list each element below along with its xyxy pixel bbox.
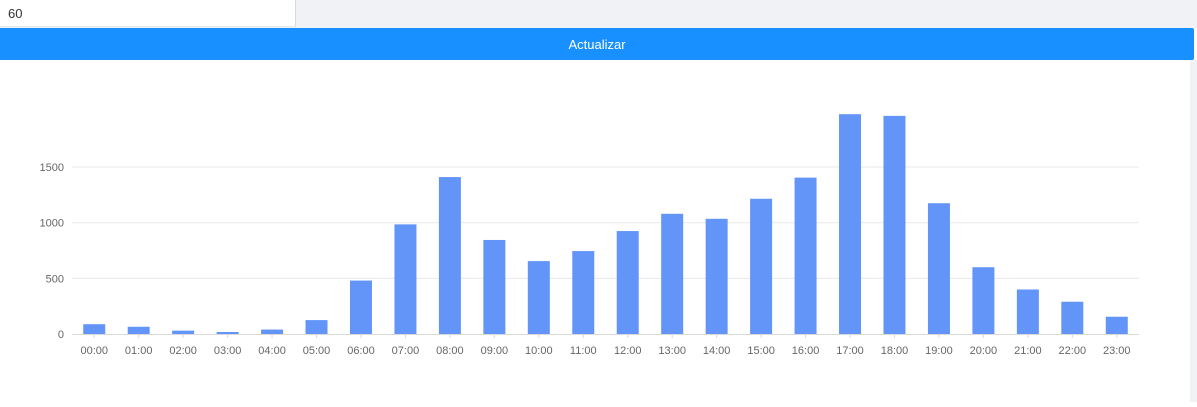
x-tick-label: 14:00	[703, 345, 731, 357]
bar-1400[interactable]	[705, 218, 728, 334]
x-tick-label: 09:00	[481, 345, 509, 357]
chart-svg: 0 500 1000 1500 00:00 01:00 02:00 03:00 04:00 05:…	[40, 114, 1139, 357]
bar-0300[interactable]	[216, 331, 239, 334]
bar-1600[interactable]	[794, 177, 817, 334]
x-tick-label: 18:00	[881, 345, 909, 357]
bar-2300[interactable]	[1105, 316, 1128, 334]
x-tick-label: 10:00	[525, 345, 553, 357]
bar-2100[interactable]	[1016, 289, 1039, 334]
x-tick-label: 20:00	[970, 345, 998, 357]
bar-1200[interactable]	[616, 231, 639, 334]
x-tick-label: 11:00	[570, 345, 597, 357]
update-button[interactable]: Actualizar	[0, 28, 1194, 60]
x-tick-label: 17:00	[836, 345, 864, 357]
bar-1500[interactable]	[750, 198, 773, 334]
y-tick-label: 1500	[40, 162, 64, 174]
bar-1900[interactable]	[927, 203, 950, 334]
x-tick-label: 08:00	[436, 345, 464, 357]
bar-0100[interactable]	[127, 326, 150, 334]
x-tick-label: 02:00	[169, 345, 197, 357]
scrollbar-track	[1190, 60, 1197, 402]
x-tick-label: 00:00	[80, 345, 108, 357]
x-tick-label: 15:00	[747, 345, 775, 357]
bar-1700[interactable]	[839, 114, 862, 334]
x-tick-label: 21:00	[1014, 345, 1042, 357]
x-tick-label: 19:00	[925, 345, 953, 357]
bar-1000[interactable]	[527, 261, 550, 334]
bar-1800[interactable]	[883, 115, 906, 334]
x-tick-label: 16:00	[792, 345, 820, 357]
chart-panel: 0 500 1000 1500 00:00 01:00 02:00 03:00 04:00 05:…	[0, 60, 1190, 402]
x-tick-label: 07:00	[392, 345, 420, 357]
y-tick-label: 0	[58, 329, 64, 341]
bar-2200[interactable]	[1061, 301, 1084, 334]
x-tick-label: 22:00	[1059, 345, 1087, 357]
x-tick-label: 23:00	[1103, 345, 1131, 357]
bar-0800[interactable]	[438, 177, 461, 334]
x-tick-label: 13:00	[658, 345, 686, 357]
bar-0700[interactable]	[394, 224, 417, 334]
x-tick-label: 06:00	[347, 345, 375, 357]
x-tick-label: 12:00	[614, 345, 642, 357]
bar-0400[interactable]	[261, 329, 284, 334]
bar-0600[interactable]	[349, 280, 372, 334]
bar-0900[interactable]	[483, 239, 506, 334]
bar-0000[interactable]	[83, 324, 106, 334]
y-tick-label: 1000	[40, 218, 64, 230]
bar-1300[interactable]	[661, 213, 684, 334]
bar-1100[interactable]	[572, 251, 595, 334]
x-tick-label: 03:00	[214, 345, 242, 357]
controls-bar	[0, 0, 1197, 28]
x-tick-label: 05:00	[303, 345, 331, 357]
bar-chart: 0 500 1000 1500 00:00 01:00 02:00 03:00 04:00 05:…	[0, 60, 1190, 407]
x-tick-label: 01:00	[125, 345, 153, 357]
bar-0500[interactable]	[305, 320, 328, 334]
interval-input[interactable]	[0, 0, 296, 27]
bar-0200[interactable]	[172, 330, 195, 334]
bar-2000[interactable]	[972, 267, 995, 334]
y-tick-label: 500	[46, 273, 64, 285]
x-tick-label: 04:00	[258, 345, 286, 357]
